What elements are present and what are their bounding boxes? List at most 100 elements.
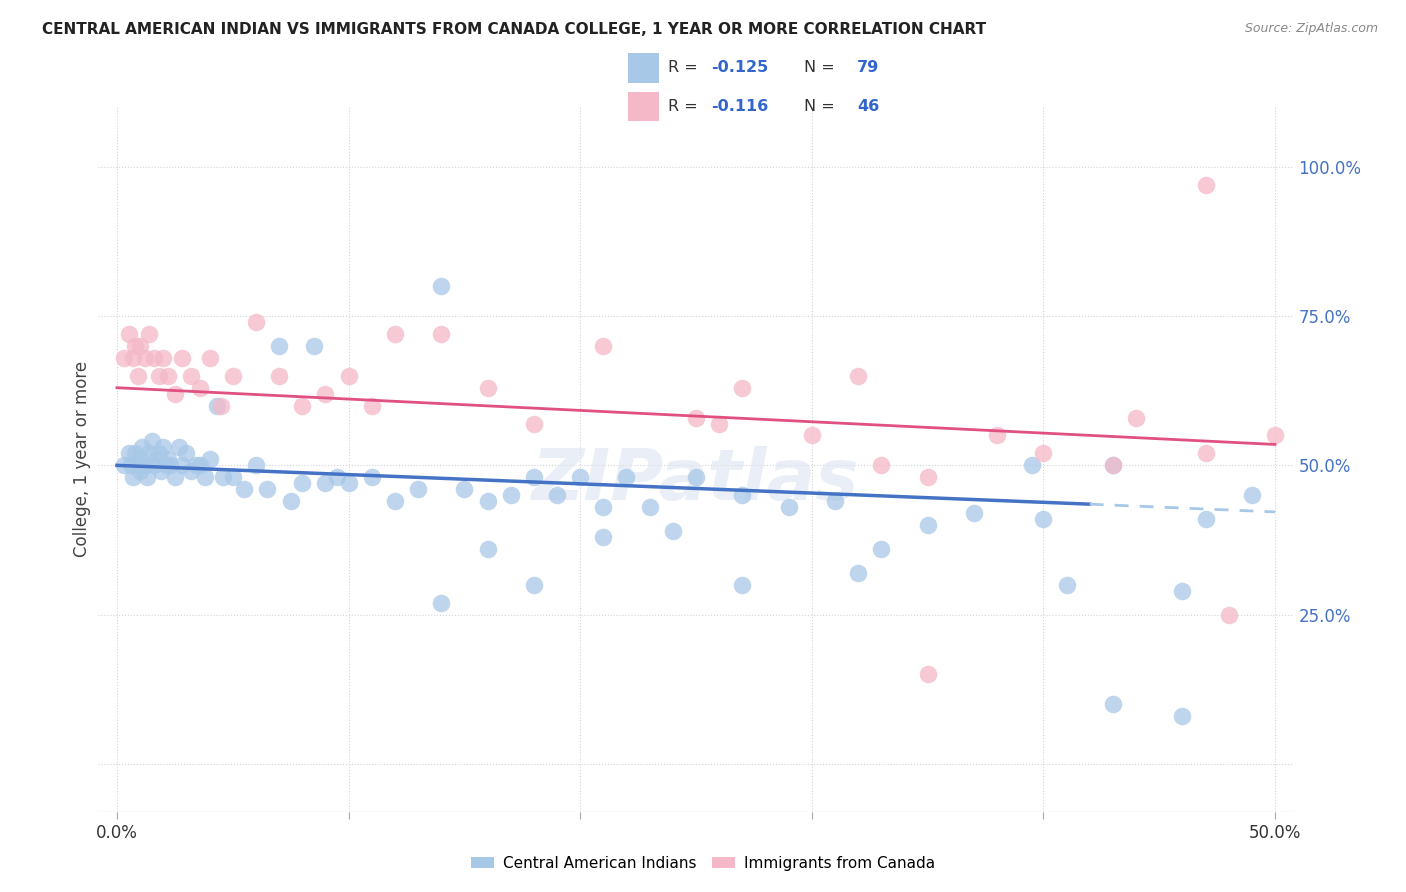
Point [117, 446, 139, 460]
Point [245, 315, 267, 329]
Point [120, 458, 142, 473]
Point [145, 452, 167, 467]
Point [1056, 578, 1078, 592]
Point [314, 476, 336, 491]
Point [453, 482, 475, 496]
Point [136, 470, 159, 484]
Point [662, 524, 685, 538]
Text: Source: ZipAtlas.com: Source: ZipAtlas.com [1244, 22, 1378, 36]
Point [194, 470, 217, 484]
Point [122, 351, 145, 365]
Point [870, 458, 893, 473]
Point [156, 452, 179, 467]
Bar [628, 92, 659, 121]
Point [337, 476, 360, 491]
Point [731, 381, 754, 395]
Text: R =: R = [668, 99, 703, 114]
Point [1194, 178, 1216, 192]
Point [129, 464, 152, 478]
Point [291, 476, 314, 491]
Point [1264, 428, 1286, 442]
Point [1240, 488, 1263, 502]
Point [1032, 512, 1054, 526]
Point [499, 488, 522, 502]
Point [163, 470, 186, 484]
Point [1102, 458, 1125, 473]
Point [291, 399, 314, 413]
Point [326, 470, 349, 484]
Point [1171, 583, 1194, 598]
Point [188, 381, 211, 395]
Point [184, 458, 207, 473]
Point [917, 470, 939, 484]
Point [800, 428, 823, 442]
Point [870, 541, 893, 556]
Text: ZIPatlas: ZIPatlas [533, 446, 859, 515]
Point [149, 464, 172, 478]
Point [337, 368, 360, 383]
Point [143, 351, 166, 365]
Point [731, 578, 754, 592]
Point [592, 339, 614, 353]
Point [523, 578, 546, 592]
Point [117, 326, 139, 341]
Point [129, 339, 152, 353]
Point [592, 530, 614, 544]
Point [430, 596, 453, 610]
Point [141, 434, 163, 449]
Text: -0.125: -0.125 [711, 61, 769, 75]
Point [917, 667, 939, 681]
Point [569, 470, 592, 484]
Point [127, 368, 149, 383]
Point [152, 441, 174, 455]
Point [222, 470, 245, 484]
Point [198, 452, 221, 467]
Point [233, 482, 256, 496]
Text: N =: N = [804, 99, 841, 114]
Point [256, 482, 278, 496]
Point [1032, 446, 1054, 460]
Point [127, 458, 149, 473]
Point [1218, 607, 1240, 622]
Bar [628, 53, 659, 83]
Point [430, 326, 453, 341]
Point [546, 488, 568, 502]
Point [148, 446, 170, 460]
Point [731, 488, 754, 502]
Point [685, 470, 707, 484]
Y-axis label: College, 1 year or more: College, 1 year or more [73, 361, 91, 558]
Point [707, 417, 730, 431]
Point [148, 368, 170, 383]
Point [523, 470, 546, 484]
Point [384, 494, 406, 508]
Point [778, 500, 800, 515]
Point [430, 279, 453, 293]
Point [163, 386, 186, 401]
Point [176, 446, 198, 460]
Point [122, 470, 145, 484]
Point [314, 386, 336, 401]
Point [205, 399, 228, 413]
Point [384, 326, 406, 341]
Point [170, 458, 193, 473]
Point [188, 458, 211, 473]
Point [124, 339, 146, 353]
Point [477, 494, 499, 508]
Point [360, 470, 382, 484]
Text: 46: 46 [856, 99, 879, 114]
Point [523, 417, 546, 431]
Point [846, 368, 869, 383]
Point [280, 494, 302, 508]
Point [138, 326, 160, 341]
Point [124, 446, 146, 460]
Point [143, 458, 166, 473]
Point [1102, 458, 1125, 473]
Text: CENTRAL AMERICAN INDIAN VS IMMIGRANTS FROM CANADA COLLEGE, 1 YEAR OR MORE CORREL: CENTRAL AMERICAN INDIAN VS IMMIGRANTS FR… [42, 22, 986, 37]
Point [129, 452, 152, 467]
Point [134, 458, 156, 473]
Point [170, 351, 193, 365]
Point [134, 351, 156, 365]
Point [824, 494, 846, 508]
Point [267, 368, 290, 383]
Point [1102, 697, 1125, 711]
